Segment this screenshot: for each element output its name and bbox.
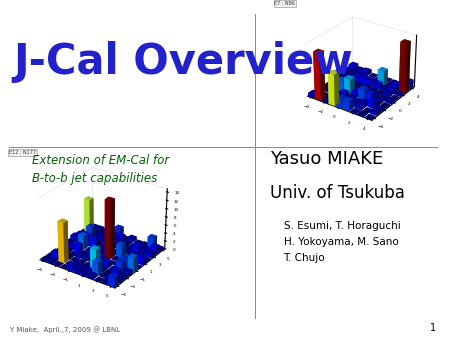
Text: Y. Miake,  April.,7, 2009 @ LBNL: Y. Miake, April.,7, 2009 @ LBNL xyxy=(9,326,120,333)
Text: E12 : N177: E12 : N177 xyxy=(9,150,36,155)
Text: S. Esumi, T. Horaguchi
H. Yokoyama, M. Sano
T. Chujo: S. Esumi, T. Horaguchi H. Yokoyama, M. S… xyxy=(284,221,400,263)
Text: Extension of EM-Cal for
B-to-b jet capabilities: Extension of EM-Cal for B-to-b jet capab… xyxy=(32,154,169,185)
Text: 1: 1 xyxy=(430,323,436,333)
Text: Yasuo MIAKE: Yasuo MIAKE xyxy=(270,150,383,168)
Text: E7 : N86: E7 : N86 xyxy=(274,1,295,6)
Text: J-Cal Overview: J-Cal Overview xyxy=(14,41,353,82)
Text: Univ. of Tsukuba: Univ. of Tsukuba xyxy=(270,184,405,202)
